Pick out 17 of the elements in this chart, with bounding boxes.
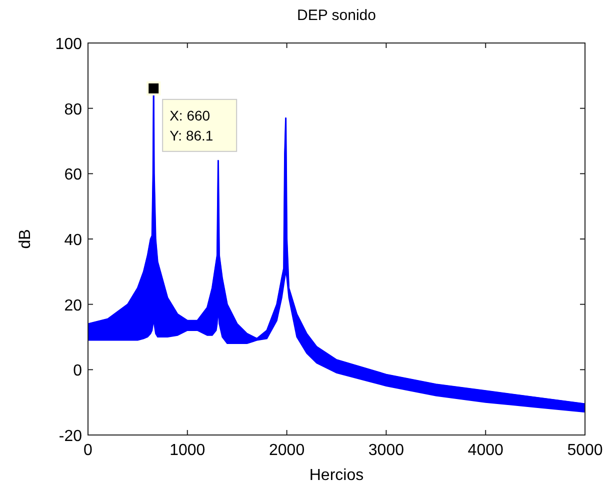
x-axis-title: Hercios xyxy=(309,467,364,484)
x-tick-label: 2000 xyxy=(269,442,305,459)
y-tick-label: 60 xyxy=(64,166,82,184)
y-tick-label: 20 xyxy=(64,297,82,314)
y-tick-label: 40 xyxy=(64,232,82,249)
y-tick-label: 100 xyxy=(55,36,82,53)
x-tick-label: 1000 xyxy=(170,442,206,459)
x-tick-label: 3000 xyxy=(368,442,404,459)
annotation: X: 660 Y: 86.1 xyxy=(170,107,214,144)
x-tick-label: 0 xyxy=(84,442,93,459)
x-tick-label: 4000 xyxy=(468,442,504,459)
y-tick-label: 80 xyxy=(64,101,82,118)
y-tick-label: -20 xyxy=(58,428,82,445)
y-tick-label: 0 xyxy=(73,362,82,380)
x-tick-label: 5000 xyxy=(567,442,603,459)
chart-title: DEP sonido xyxy=(297,7,376,24)
y-axis-title: dB xyxy=(17,229,34,249)
